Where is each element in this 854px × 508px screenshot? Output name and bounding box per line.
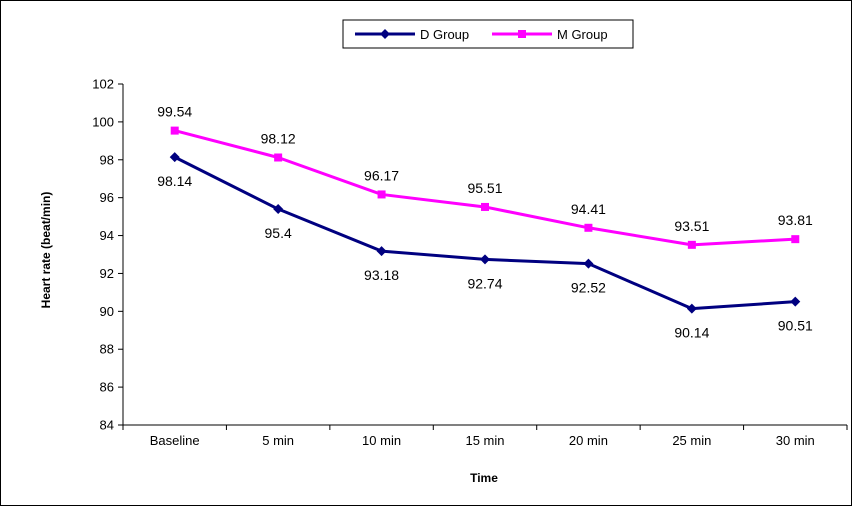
data-labels: 98.14 95.4 93.18 92.74 92.52 90.14 90.51 99.54 9… — [157, 104, 813, 341]
data-point-m-group — [377, 190, 386, 199]
data-point-d-group — [583, 258, 594, 269]
data-label-m-group: 96.17 — [364, 167, 399, 183]
y-tick-label: 90 — [100, 304, 114, 319]
data-label-d-group: 92.74 — [467, 275, 502, 291]
data-point-m-group — [687, 240, 696, 249]
data-label-m-group: 99.54 — [157, 104, 192, 120]
y-tick-label: 98 — [100, 152, 114, 167]
legend: D Group M Group — [342, 19, 634, 49]
data-point-d-group — [376, 246, 387, 257]
data-point-m-group — [791, 235, 800, 244]
legend-label-m-group: M Group — [557, 27, 608, 42]
data-point-m-group — [481, 202, 489, 211]
y-tick-label: 102 — [92, 77, 114, 92]
y-axis-title: Heart rate (beat/min) — [39, 192, 53, 309]
data-point-d-group — [273, 204, 284, 215]
x-axis-title: Time — [470, 471, 498, 485]
y-tick-label: 84 — [100, 418, 114, 433]
data-point-m-group — [584, 223, 593, 232]
data-label-d-group: 93.18 — [364, 267, 399, 283]
x-tick-label: 25 min — [672, 433, 711, 448]
legend-label-d-group: D Group — [420, 27, 469, 42]
data-label-m-group: 94.41 — [571, 201, 606, 217]
legend-marker-d-group — [380, 29, 390, 39]
x-tick-label: 30 min — [776, 433, 815, 448]
data-point-m-group — [274, 153, 283, 162]
data-label-m-group: 93.51 — [674, 218, 709, 234]
y-tick-label: 96 — [100, 190, 114, 205]
data-label-d-group: 90.14 — [674, 325, 709, 341]
series-layer — [169, 126, 801, 314]
x-tick-label: 5 min — [262, 433, 294, 448]
data-point-m-group — [170, 126, 179, 135]
data-label-d-group: 92.52 — [571, 280, 606, 296]
data-point-d-group — [480, 254, 490, 265]
x-tick-label: 10 min — [362, 433, 401, 448]
data-label-d-group: 90.51 — [778, 318, 813, 334]
x-tick-label: Baseline — [150, 433, 200, 448]
x-tick-label: 20 min — [569, 433, 608, 448]
data-point-d-group — [686, 303, 697, 314]
y-tick-label: 94 — [100, 228, 114, 243]
data-point-d-group — [790, 296, 801, 307]
x-tick-label: 15 min — [465, 433, 504, 448]
data-point-d-group — [169, 152, 180, 163]
data-label-m-group: 98.12 — [261, 131, 296, 147]
data-label-m-group: 93.81 — [778, 212, 813, 228]
axes: 84 86 88 90 92 94 96 98 100 102 Baseline 5 min 10 mi… — [92, 77, 848, 448]
data-label-d-group: 95.4 — [265, 225, 292, 241]
y-tick-label: 100 — [92, 114, 114, 129]
data-label-m-group: 95.51 — [467, 180, 502, 196]
data-label-d-group: 98.14 — [157, 173, 192, 189]
legend-marker-m-group — [518, 30, 526, 38]
y-tick-label: 86 — [100, 380, 114, 395]
y-tick-label: 92 — [100, 266, 114, 281]
y-tick-label: 88 — [100, 342, 114, 357]
